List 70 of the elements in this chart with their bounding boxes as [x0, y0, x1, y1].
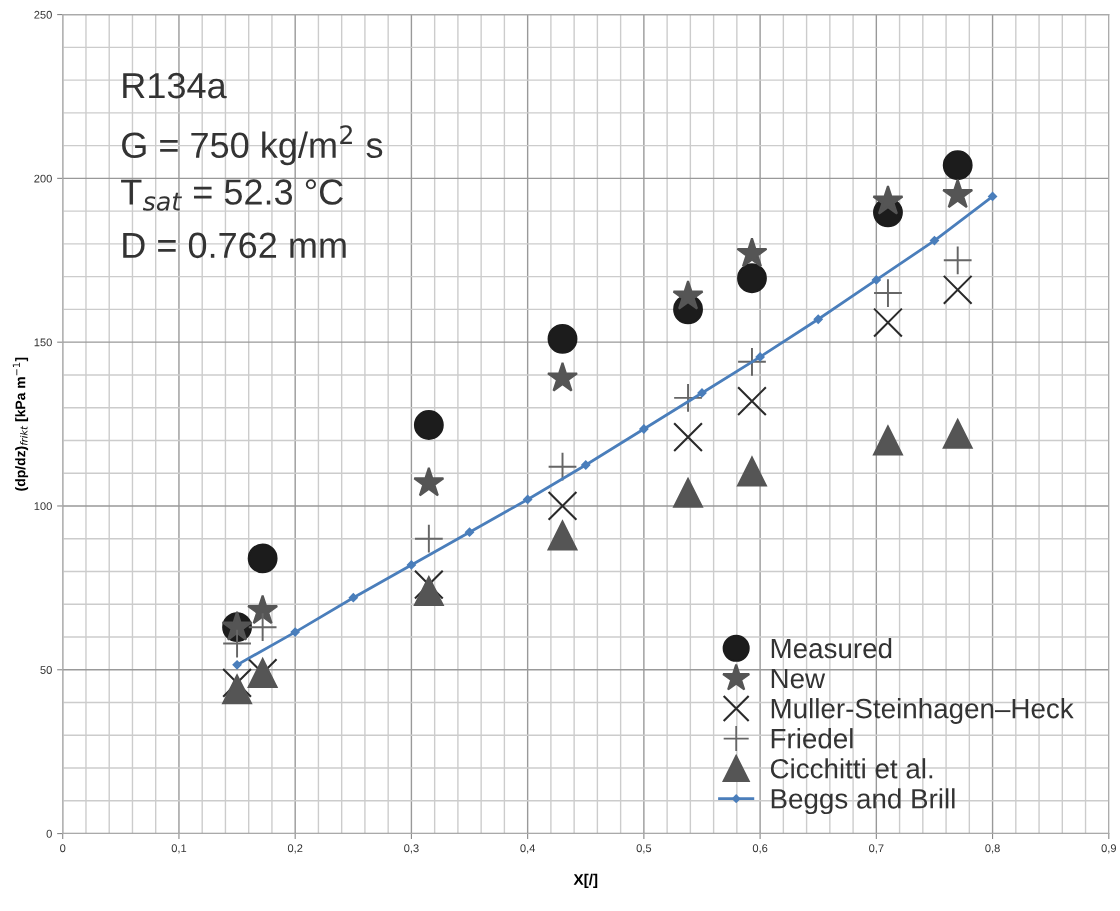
point	[673, 422, 703, 453]
point	[871, 275, 881, 285]
point	[413, 576, 444, 607]
point	[874, 279, 902, 307]
point	[872, 184, 904, 215]
point	[737, 263, 767, 294]
x-tick-label: 0,1	[171, 844, 187, 854]
point	[547, 323, 578, 354]
point	[413, 466, 445, 497]
y-tick-label: 50	[40, 666, 52, 674]
x-tick-label: 0,3	[404, 844, 419, 854]
point	[942, 178, 974, 209]
legend-label: Beggs and Brill	[771, 788, 955, 815]
y-tick-label: 100	[34, 502, 52, 511]
y-tick-label: 150	[34, 338, 52, 347]
legend-label: Muller-Steinhagen–Heck	[771, 698, 1074, 724]
x-tick-label: 0,8	[985, 844, 1000, 854]
point	[222, 674, 252, 705]
y-axis-title: (dp/dz)$_{frikt}$ [kPa m$^{−1}$]	[12, 357, 29, 491]
x-axis-title: X[/]	[573, 873, 598, 889]
point	[546, 361, 579, 392]
x-tick-label: 0,2	[287, 844, 303, 854]
point	[813, 314, 823, 324]
point	[639, 424, 649, 434]
point	[232, 660, 242, 670]
annotation: R134a	[123, 72, 227, 99]
point	[755, 352, 765, 362]
x-tick-label: 0,5	[636, 844, 652, 854]
annotation: D = 0.762 mm	[123, 232, 346, 259]
point	[290, 627, 300, 637]
annotation: G = 750 kg/m$^{2}$ s	[122, 125, 383, 166]
point	[547, 491, 578, 521]
point	[247, 543, 278, 574]
point	[873, 425, 903, 456]
point	[406, 560, 417, 570]
point	[929, 235, 940, 246]
legend-label: New	[771, 669, 826, 689]
point	[942, 274, 973, 305]
x-tick-label: 0	[60, 844, 66, 853]
x-tick-label: 0,7	[869, 844, 884, 854]
point	[737, 456, 767, 487]
point	[248, 613, 277, 642]
point	[672, 279, 704, 310]
point	[223, 629, 251, 658]
point	[673, 477, 703, 508]
point	[942, 150, 973, 181]
y-tick-label: 250	[34, 10, 52, 19]
point	[247, 594, 279, 625]
legend-label: Cicchitti et al.	[770, 758, 933, 779]
x-tick-label: 0,9	[1101, 844, 1116, 854]
y-tick-label: 0	[46, 829, 52, 838]
x-tick-label: 0,4	[520, 844, 536, 854]
legend-label: Measured	[771, 637, 892, 659]
point	[737, 386, 767, 417]
annotation: T$_{sat}$ = 52.3 °C	[121, 179, 343, 211]
point	[464, 527, 475, 537]
point	[873, 307, 903, 338]
point	[736, 237, 768, 268]
point	[987, 191, 998, 202]
point	[547, 520, 578, 551]
legend-label: Friedel	[771, 728, 853, 749]
point	[413, 410, 444, 440]
y-tick-label: 200	[34, 174, 52, 183]
point	[348, 593, 358, 603]
point	[414, 524, 443, 553]
point	[581, 460, 591, 470]
point	[523, 494, 533, 505]
point	[943, 246, 972, 275]
x-tick-label: 0,6	[752, 844, 768, 854]
point	[942, 418, 973, 449]
